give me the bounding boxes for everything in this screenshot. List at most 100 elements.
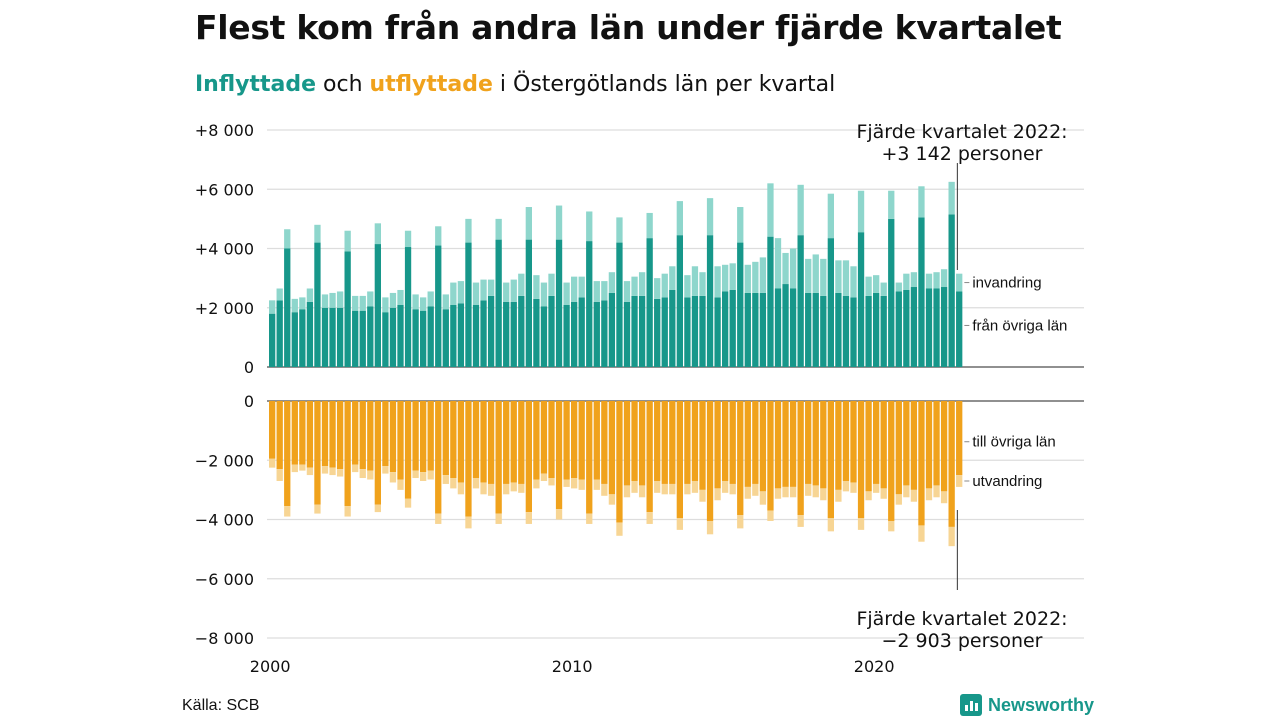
bar-outflow-emigration [382,466,389,474]
bar-inflow-immigration [586,211,593,242]
bar-outflow-domestic [389,401,397,473]
bar-inflow-domestic [623,301,631,367]
bar-outflow-domestic [623,401,631,486]
bar-outflow-emigration [865,491,872,501]
bar-inflow-domestic [291,312,298,367]
bar-outflow-domestic [759,401,767,492]
bar-inflow-domestic [321,307,329,367]
bar-inflow-domestic [850,297,857,367]
bar-inflow-immigration [722,264,729,292]
bar-inflow-immigration [940,269,948,288]
bar-outflow-domestic [857,401,865,519]
bar-inflow-domestic [782,284,789,367]
bar-inflow-immigration [925,273,933,289]
bar-inflow-domestic [646,238,653,367]
bar-outflow-domestic [661,401,668,484]
bar-outflow-emigration [548,478,555,486]
bar-inflow-domestic [691,295,699,367]
bar-inflow-domestic [329,307,336,367]
bar-inflow-immigration [367,291,374,307]
bar-inflow-immigration [480,279,487,301]
bar-inflow-immigration [336,291,344,308]
bar-outflow-domestic [646,401,653,513]
bar-outflow-domestic [631,401,638,481]
bar-outflow-domestic [706,401,714,521]
bar-inflow-domestic [540,306,548,367]
annotation-top-line1: Fjärde kvartalet 2022: [856,121,1067,143]
bar-inflow-domestic [284,248,291,367]
series-label: till övriga län [972,434,1055,451]
bar-inflow-immigration [638,272,646,296]
bar-inflow-domestic [789,288,797,367]
bar-outflow-domestic [352,401,359,465]
bar-outflow-emigration [933,485,940,498]
bar-inflow-immigration [948,181,955,215]
bar-inflow-immigration [548,273,555,296]
bar-inflow-immigration [344,230,351,252]
bar-inflow-domestic [503,301,510,367]
bar-outflow-domestic [269,401,276,459]
bar-outflow-domestic [329,401,336,468]
y-tick-label-top: +6 000 [195,180,254,199]
bar-inflow-immigration [631,276,638,296]
bar-outflow-domestic [465,401,472,517]
bar-inflow-immigration [608,272,616,293]
bar-inflow-domestic [367,306,374,367]
bar-outflow-emigration [782,486,789,498]
bar-outflow-domestic [940,401,948,492]
bar-inflow-immigration [578,276,585,298]
bar-outflow-emigration [336,469,344,477]
bar-outflow-emigration [744,486,751,499]
annotations: Fjärde kvartalet 2022:+3 142 personerFjä… [856,121,1067,652]
bar-outflow-emigration [276,469,283,481]
bar-outflow-emigration [805,483,812,496]
bar-outflow-emigration [601,483,608,496]
bar-inflow-domestic [571,301,578,367]
bar-inflow-domestic [465,242,472,367]
bar-inflow-domestic [774,288,782,367]
bar-outflow-emigration [344,506,351,517]
bar-outflow-domestic [910,401,918,490]
bar-outflow-emigration [269,458,276,468]
bar-outflow-emigration [873,483,880,493]
bar-inflow-immigration [533,275,540,299]
bar-inflow-domestic [586,241,593,367]
bar-outflow-domestic [397,401,404,480]
bar-inflow-immigration [737,207,744,243]
bar-outflow-domestic [812,401,819,486]
y-tick-label-bottom: 0 [244,392,254,411]
bar-outflow-domestic [571,401,578,479]
x-tick-label: 2020 [854,657,895,676]
bar-inflow-domestic [888,218,895,367]
bar-inflow-immigration [623,281,631,302]
bar-outflow-emigration [669,483,676,495]
bar-outflow-emigration [374,504,381,513]
y-tick-label-top: +2 000 [195,299,254,318]
bar-inflow-immigration [805,258,812,293]
bar-inflow-domestic [940,287,948,367]
bar-inflow-immigration [684,275,691,298]
bar-inflow-domestic [578,297,585,367]
bar-outflow-domestic [782,401,789,487]
bar-inflow-domestic [722,291,729,367]
bar-outflow-domestic [306,401,314,468]
bar-outflow-domestic [495,401,502,514]
bar-inflow-immigration [306,288,314,302]
bar-inflow-immigration [329,292,336,308]
bar-inflow-domestic [752,292,759,367]
bar-inflow-domestic [948,214,955,367]
bar-inflow-immigration [744,264,751,293]
bar-outflow-domestic [487,401,495,484]
bar-outflow-emigration [518,483,525,493]
bar-inflow-domestic [812,292,819,367]
bar-outflow-emigration [789,486,797,498]
bar-outflow-domestic [789,401,797,487]
bar-outflow-emigration [699,489,706,502]
x-tick-label: 2010 [552,657,593,676]
bar-inflow-immigration [910,272,918,288]
bar-inflow-immigration [352,295,359,311]
bar-inflow-immigration [759,257,767,293]
bar-inflow-immigration [661,273,668,298]
bar-inflow-domestic [412,309,419,367]
